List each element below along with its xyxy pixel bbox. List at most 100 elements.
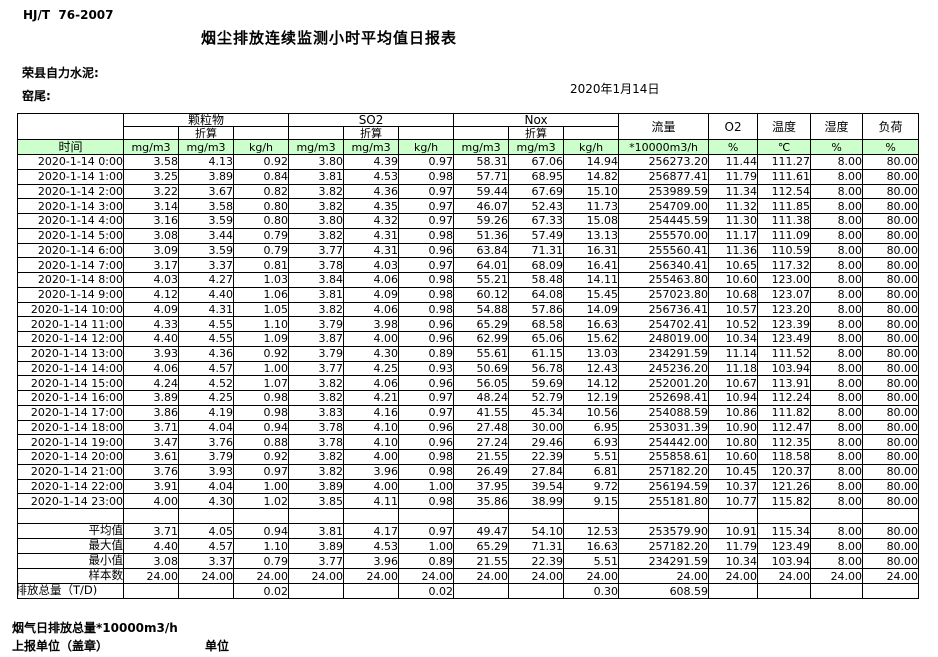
group-header-nox: Nox [453,113,620,127]
time-cell: 2020-1-14 5:00 [17,227,124,244]
value-cell: 0.98 [398,301,455,318]
value-cell: 68.09 [508,257,565,273]
value-cell: 0.79 [232,242,290,259]
time-cell: 2020-1-14 12:00 [17,331,124,347]
empty-cell [343,508,400,524]
value-cell: 30.00 [508,419,565,436]
summary-value-cell: 123.49 [757,538,812,554]
value-cell: 10.68 [708,286,759,303]
subheader-converted-pm: 折算 [178,126,234,140]
time-cell: 2020-1-14 20:00 [17,449,124,465]
value-cell: 62.99 [453,331,510,347]
value-cell: 14.09 [563,301,620,318]
summary-label: 最大值 [17,538,124,554]
value-cell: 3.82 [288,375,345,391]
value-cell: 11.44 [708,154,759,170]
summary-value-cell: 0.79 [232,553,290,569]
value-cell: 4.25 [178,390,234,406]
subheader-blank [123,126,179,140]
value-cell: 80.00 [862,404,920,421]
summary-value-cell: 3.77 [288,553,345,569]
value-cell: 3.80 [288,154,345,170]
subheader-blank [288,126,345,140]
summary-value-cell: 24.00 [232,568,290,584]
unit-so2-kgh: kg/h [398,139,455,155]
value-cell: 1.02 [232,493,290,509]
value-cell: 8.00 [810,493,864,509]
subheader-blank [398,126,455,140]
value-cell: 6.95 [563,419,620,436]
table-row: 2020-1-14 3:00 3.14 3.58 0.80 3.82 4.35 0.97 46… [17,198,920,214]
table-row: 2020-1-14 7:00 3.17 3.37 0.81 3.78 4.03 0.97 64… [17,257,920,273]
value-cell: 63.84 [453,242,510,259]
value-cell: 111.38 [757,213,812,229]
value-cell: 1.06 [232,286,290,303]
time-header-blank [17,113,124,140]
report-table-body: 2020-1-14 0:00 3.58 4.13 0.92 3.80 4.39 0.97 58… [17,154,920,599]
value-cell: 4.00 [343,331,400,347]
value-cell: 252001.20 [618,375,710,391]
value-cell: 80.00 [862,478,920,495]
value-cell: 37.95 [453,478,510,495]
summary-label: 最小值 [17,553,124,569]
value-cell: 80.00 [862,227,920,244]
summary-value-cell: 257182.20 [618,538,710,554]
value-cell: 254702.41 [618,316,710,332]
summary-value-cell: 8.00 [810,538,864,554]
flue-gas-total-note: 烟气日排放总量*10000m3/h [12,621,178,635]
value-cell: 11.73 [563,198,620,214]
value-cell: 3.87 [288,331,345,347]
empty-cell [757,508,812,524]
report-date: 2020年1月14日 [570,82,660,96]
value-cell: 4.06 [123,360,179,377]
value-cell: 3.89 [178,168,234,185]
value-cell: 112.35 [757,434,812,450]
value-cell: 123.20 [757,301,812,318]
value-cell: 256273.20 [618,154,710,170]
time-cell: 2020-1-14 11:00 [17,316,124,332]
value-cell: 8.00 [810,449,864,465]
summary-value-cell: 24.00 [288,568,345,584]
time-cell: 2020-1-14 16:00 [17,390,124,406]
value-cell: 0.98 [398,168,455,185]
value-cell: 0.84 [232,168,290,185]
table-row: 2020-1-14 17:00 3.86 4.19 0.98 3.83 4.16 0.97 4… [17,404,920,421]
value-cell: 41.55 [453,404,510,421]
value-cell: 55.61 [453,345,510,362]
summary-value-cell: 253579.90 [618,523,710,539]
value-cell: 80.00 [862,345,920,362]
value-cell: 67.69 [508,183,565,200]
value-cell: 10.34 [708,331,759,347]
value-cell: 39.54 [508,478,565,495]
value-cell: 123.07 [757,286,812,303]
value-cell: 0.98 [398,286,455,303]
value-cell: 65.29 [453,316,510,332]
table-row: 2020-1-14 1:00 3.25 3.89 0.84 3.81 4.53 0.98 57… [17,168,920,185]
summary-value-cell [708,583,759,599]
value-cell: 8.00 [810,242,864,259]
value-cell: 256194.59 [618,478,710,495]
summary-value-cell: 24.00 [398,568,455,584]
group-header-o2: O2 [708,113,759,140]
value-cell: 0.80 [232,213,290,229]
value-cell: 80.00 [862,419,920,436]
unit-temperature-celsius: ℃ [757,139,812,155]
summary-value-cell: 16.63 [563,538,620,554]
value-cell: 257182.20 [618,463,710,480]
summary-value-cell [343,583,400,599]
value-cell: 27.84 [508,463,565,480]
empty-cell [398,508,455,524]
group-header-load: 负荷 [862,113,920,140]
value-cell: 0.92 [232,345,290,362]
time-cell: 2020-1-14 8:00 [17,272,124,288]
value-cell: 118.58 [757,449,812,465]
value-cell: 8.00 [810,404,864,421]
value-cell: 4.33 [123,316,179,332]
value-cell: 4.35 [343,198,400,214]
table-row: 2020-1-14 11:00 4.33 4.55 1.10 3.79 3.98 0.96 6… [17,316,920,332]
value-cell: 51.36 [453,227,510,244]
value-cell: 103.94 [757,360,812,377]
value-cell: 0.98 [398,493,455,509]
value-cell: 4.10 [343,419,400,436]
value-cell: 0.98 [398,463,455,480]
